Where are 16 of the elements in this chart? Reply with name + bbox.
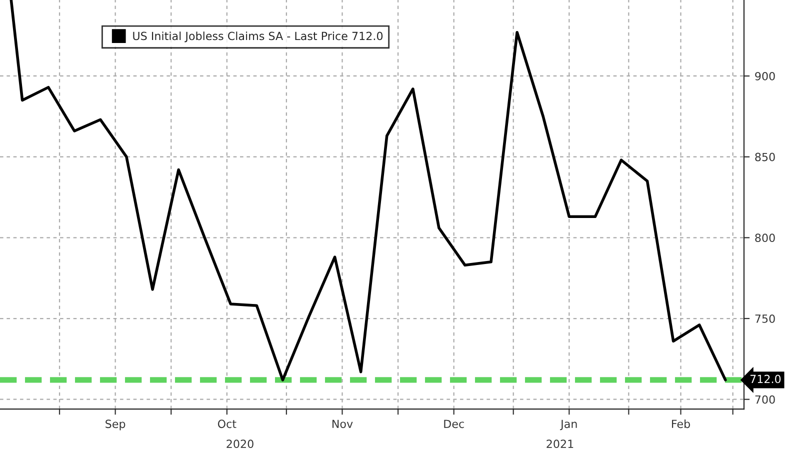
x-tick-label: Dec (444, 420, 464, 428)
y-tick-label: 900 (755, 72, 775, 80)
x-tick-label: Oct (218, 420, 236, 428)
legend-label: US Initial Jobless Claims SA - Last Price 712.0 (133, 32, 383, 42)
y-tick-label: 800 (755, 234, 775, 242)
y-tick-label: 700 (755, 395, 775, 404)
y-tick-label: 850 (755, 152, 775, 162)
text: 2021 (546, 440, 574, 448)
line-series (10, 0, 727, 382)
ref-line-label: 712.0 (750, 374, 781, 384)
x-tick-label: Jan (560, 420, 577, 430)
x-tick-label: Feb (672, 419, 690, 428)
text: 2020 (226, 440, 254, 448)
x-tick-label: Sep (106, 420, 126, 430)
y-tick-label: 750 (755, 314, 775, 323)
x-tick-label: Nov (332, 420, 353, 428)
